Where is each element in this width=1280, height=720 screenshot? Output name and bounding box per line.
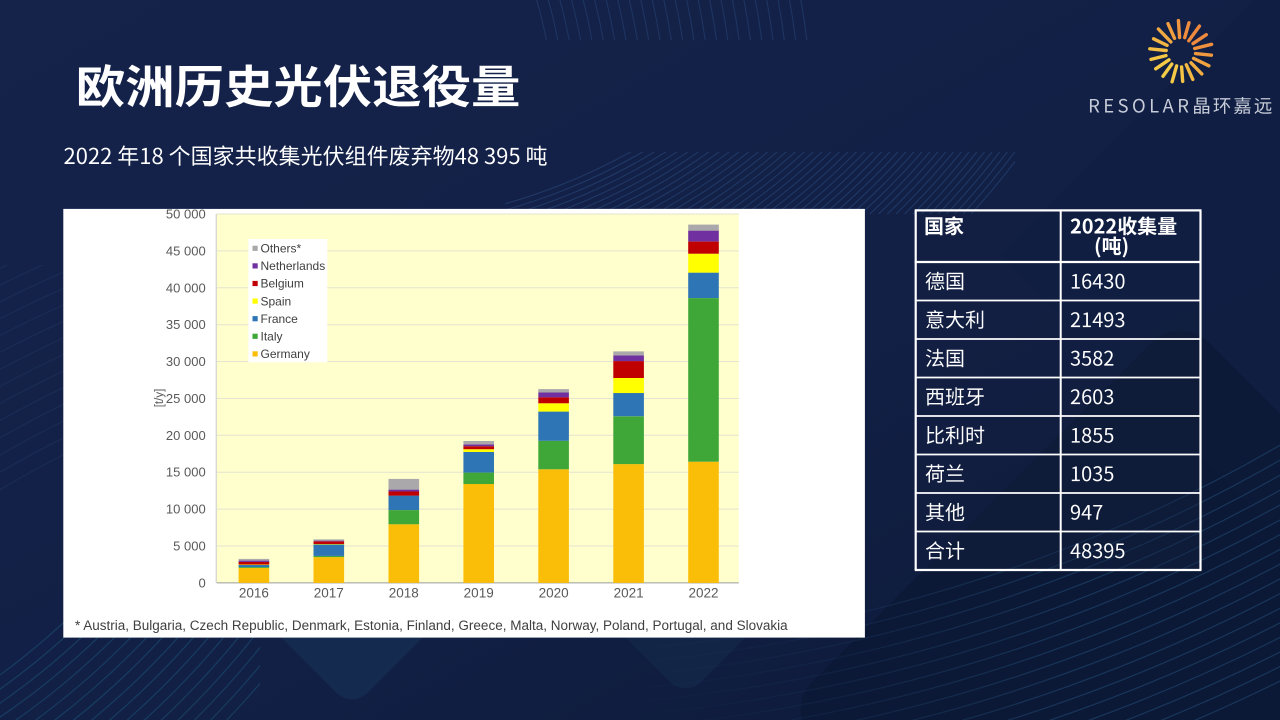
svg-text:2018: 2018 [389, 586, 419, 601]
svg-text:25 000: 25 000 [166, 391, 206, 406]
svg-text:[t/y]: [t/y] [154, 389, 166, 408]
svg-text:50 000: 50 000 [166, 207, 206, 222]
svg-text:* Austria, Bulgaria, Czech Rep: * Austria, Bulgaria, Czech Republic, Den… [75, 618, 788, 633]
svg-text:Others*: Others* [261, 242, 302, 256]
svg-text:15 000: 15 000 [166, 465, 206, 480]
svg-text:10 000: 10 000 [166, 502, 206, 517]
svg-text:30 000: 30 000 [166, 354, 206, 369]
svg-text:France: France [261, 312, 299, 326]
svg-text:2022: 2022 [688, 586, 718, 601]
svg-text:Germany: Germany [261, 347, 310, 361]
svg-text:5 000: 5 000 [173, 539, 206, 554]
svg-text:2017: 2017 [314, 586, 344, 601]
svg-text:2021: 2021 [614, 586, 644, 601]
svg-text:Netherlands: Netherlands [261, 259, 326, 273]
svg-text:Italy: Italy [261, 330, 283, 344]
svg-text:45 000: 45 000 [166, 243, 206, 258]
svg-text:2019: 2019 [464, 586, 494, 601]
svg-text:40 000: 40 000 [166, 280, 206, 295]
svg-text:2020: 2020 [539, 586, 569, 601]
svg-text:35 000: 35 000 [166, 317, 206, 332]
svg-text:20 000: 20 000 [166, 428, 206, 443]
svg-text:2016: 2016 [239, 586, 269, 601]
svg-text:Belgium: Belgium [261, 277, 304, 291]
svg-text:Spain: Spain [261, 294, 292, 308]
svg-text:0: 0 [198, 575, 205, 590]
